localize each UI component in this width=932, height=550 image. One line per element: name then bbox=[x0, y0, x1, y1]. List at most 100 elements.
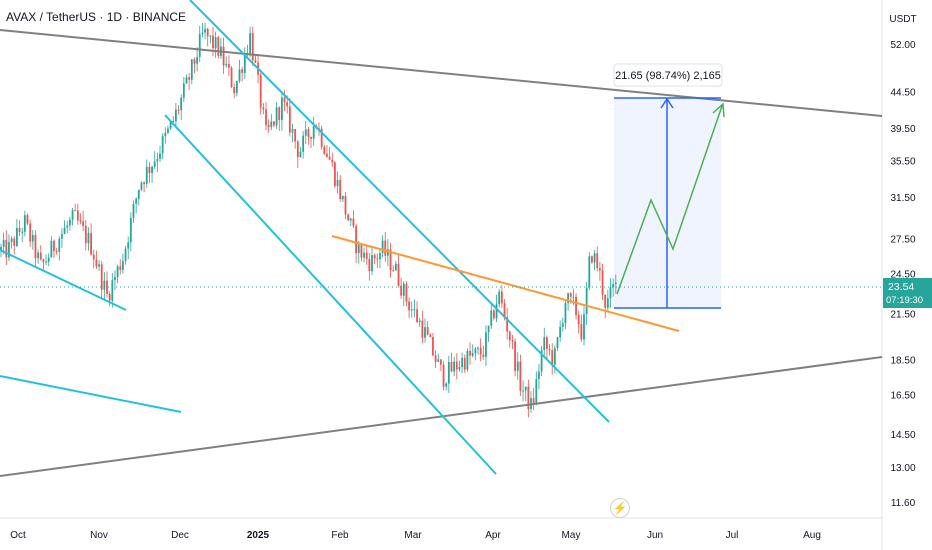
candle-body bbox=[106, 280, 108, 294]
candle-body bbox=[61, 233, 63, 239]
candle-body bbox=[23, 215, 26, 232]
candle-body bbox=[100, 264, 103, 290]
candle-body bbox=[336, 180, 339, 187]
candle-body bbox=[265, 109, 267, 126]
candle-body bbox=[397, 263, 400, 286]
candle-body bbox=[196, 57, 198, 64]
candle-body bbox=[129, 217, 132, 243]
candle-body bbox=[69, 219, 71, 226]
candle-body bbox=[410, 309, 413, 311]
y-tick-label: 11.60 bbox=[891, 498, 916, 509]
candle-body bbox=[394, 263, 397, 271]
candle-body bbox=[58, 238, 61, 252]
candle-body bbox=[63, 227, 66, 234]
candle-body bbox=[122, 260, 124, 270]
candle-body bbox=[296, 141, 299, 158]
y-tick-label: 24.50 bbox=[890, 270, 915, 281]
candle-body bbox=[371, 255, 373, 272]
candle-body bbox=[291, 129, 294, 133]
candle-body bbox=[137, 189, 140, 199]
candle-body bbox=[612, 284, 615, 288]
candle-body bbox=[320, 128, 323, 147]
candle-body bbox=[469, 350, 471, 356]
candle-body bbox=[450, 361, 453, 372]
candle-body bbox=[119, 266, 122, 270]
candle-body bbox=[461, 357, 463, 368]
candle-body bbox=[42, 259, 45, 263]
candle-body bbox=[445, 383, 448, 387]
candle-body bbox=[453, 361, 456, 372]
candle-body bbox=[567, 293, 569, 304]
candle-body bbox=[254, 60, 257, 63]
candle-body bbox=[198, 34, 201, 58]
candle-body bbox=[482, 354, 485, 357]
candle-body bbox=[569, 293, 572, 297]
left-lower-cyan-line bbox=[0, 375, 182, 413]
candle-body bbox=[593, 253, 596, 263]
channel-upper-line bbox=[189, 0, 610, 423]
candle-body bbox=[71, 210, 74, 220]
candle-body bbox=[426, 327, 429, 335]
candle-body bbox=[230, 67, 233, 88]
candle-body bbox=[408, 301, 410, 311]
measure-label-box bbox=[613, 63, 723, 87]
candle-body bbox=[424, 327, 426, 338]
candle-body bbox=[455, 361, 458, 370]
candle-body bbox=[31, 234, 34, 242]
candle-body bbox=[175, 109, 177, 122]
candle-body bbox=[273, 121, 275, 126]
lower-gray-trendline bbox=[0, 356, 883, 477]
candle-body bbox=[360, 244, 363, 258]
candle-body bbox=[92, 254, 95, 260]
candle-body bbox=[490, 310, 493, 326]
candle-body bbox=[45, 261, 47, 263]
candle-body bbox=[76, 210, 79, 221]
candle-body bbox=[26, 215, 29, 224]
candle-body bbox=[111, 280, 114, 301]
candle-body bbox=[442, 364, 445, 387]
candle-body bbox=[477, 347, 479, 349]
candle-body bbox=[553, 348, 556, 365]
candle-body bbox=[50, 240, 53, 258]
candle-body bbox=[577, 315, 580, 325]
candle-body bbox=[328, 156, 331, 160]
lightning-icon[interactable]: ⚡ bbox=[610, 498, 630, 518]
candle-body bbox=[5, 239, 8, 258]
candle-body bbox=[500, 291, 503, 304]
candle-body bbox=[487, 325, 490, 333]
candle-body bbox=[384, 240, 387, 256]
candle-body bbox=[90, 233, 92, 255]
candle-body bbox=[235, 81, 238, 94]
upper-gray-trendline bbox=[0, 29, 883, 117]
candle-body bbox=[84, 225, 87, 244]
candle-body bbox=[177, 109, 180, 111]
candle-body bbox=[29, 223, 32, 242]
x-tick-label: Dec bbox=[171, 530, 189, 541]
candle-body bbox=[153, 161, 156, 167]
candle-body bbox=[479, 347, 482, 355]
candle-body bbox=[222, 46, 225, 66]
candle-body bbox=[543, 337, 546, 351]
candle-body bbox=[606, 298, 609, 308]
y-tick-label: 27.50 bbox=[890, 234, 915, 245]
candle-body bbox=[13, 238, 16, 247]
candle-body bbox=[172, 121, 175, 123]
measure-label: 21.65 (98.74%) 2,165 bbox=[615, 70, 721, 82]
candle-body bbox=[331, 159, 334, 163]
candle-body bbox=[37, 252, 39, 259]
candle-body bbox=[108, 293, 111, 301]
candle-body bbox=[471, 353, 474, 356]
projection-arrow-head bbox=[712, 102, 725, 118]
candle-body bbox=[66, 225, 69, 228]
candle-body bbox=[498, 291, 501, 305]
candle-body bbox=[16, 228, 18, 247]
y-tick-label: 21.50 bbox=[890, 310, 915, 321]
candle-body bbox=[209, 35, 212, 37]
candle-body bbox=[341, 195, 344, 200]
candle-body bbox=[135, 198, 138, 204]
candle-body bbox=[381, 240, 384, 254]
candle-body bbox=[87, 233, 90, 244]
candle-body bbox=[167, 128, 169, 133]
